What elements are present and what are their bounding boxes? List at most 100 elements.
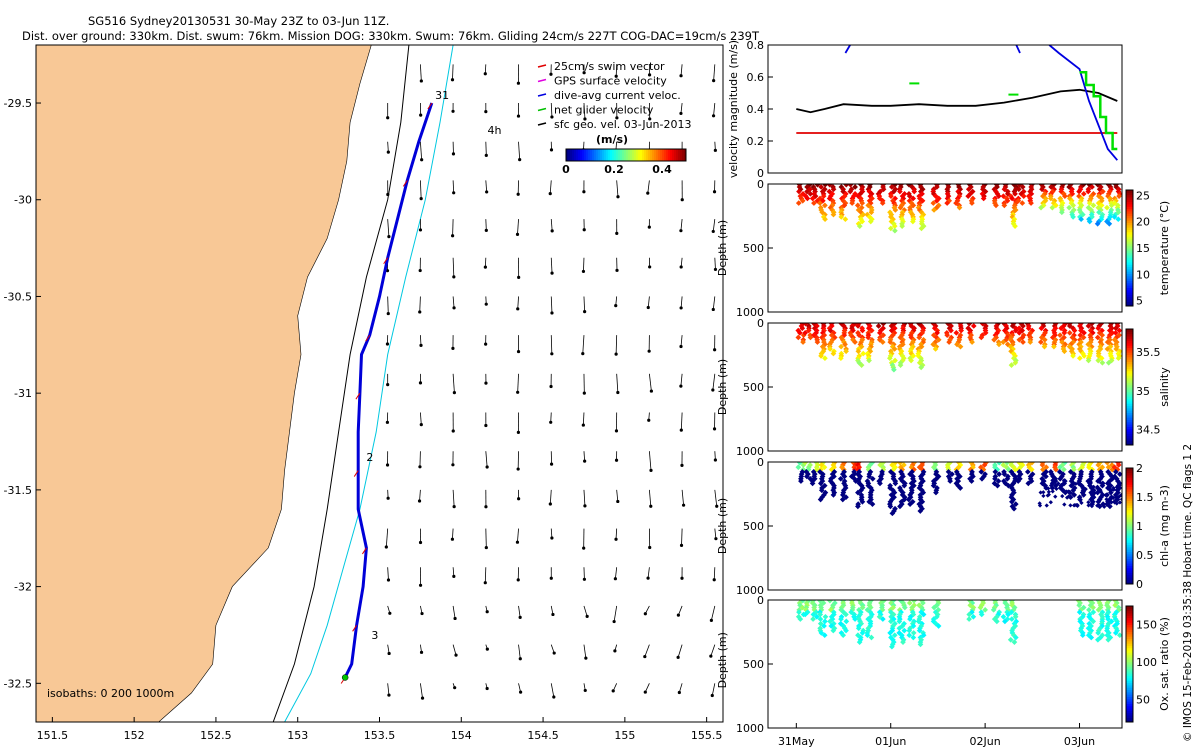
sample-point bbox=[897, 503, 903, 510]
colorbar-frame bbox=[1125, 328, 1134, 446]
colorbar-cell bbox=[684, 149, 687, 161]
colorbar-cell bbox=[1126, 384, 1133, 388]
velocity-arrow-head bbox=[612, 619, 616, 624]
velocity-arrow-head bbox=[643, 612, 647, 616]
colorbar-cell bbox=[1126, 333, 1133, 337]
time-tick-label: 03Jun bbox=[1064, 735, 1095, 748]
velocity-arrow-head bbox=[419, 113, 423, 117]
sample-point bbox=[1104, 204, 1110, 211]
sample-point bbox=[798, 478, 804, 484]
colorbar-cell bbox=[1126, 366, 1133, 369]
colorbar-cell bbox=[1126, 664, 1133, 667]
colorbar-cell bbox=[596, 149, 599, 161]
colorbar-cell bbox=[1126, 581, 1133, 585]
sample-point bbox=[843, 611, 849, 618]
velocity-arrow bbox=[517, 528, 519, 543]
sample-point bbox=[818, 630, 825, 636]
velocity-arrow-head bbox=[418, 310, 422, 314]
sample-point bbox=[906, 193, 913, 199]
velocity-arrow bbox=[680, 335, 683, 347]
colorbar-cell bbox=[1126, 479, 1133, 483]
swim-vector bbox=[355, 392, 361, 400]
sample-point bbox=[1043, 473, 1049, 480]
sample-point bbox=[796, 188, 802, 195]
sample-point bbox=[900, 639, 906, 645]
colorbar-cell bbox=[1126, 400, 1133, 404]
map-x-tick-label: 155 bbox=[614, 729, 635, 742]
velocity-arrow bbox=[582, 412, 585, 426]
colorbar-cell bbox=[1126, 345, 1133, 349]
colorbar-cell bbox=[1126, 500, 1133, 504]
glider-track bbox=[340, 102, 434, 684]
sample-point bbox=[796, 462, 803, 466]
velocity-arrow-head bbox=[485, 686, 489, 691]
sample-point bbox=[1086, 500, 1091, 505]
velocity-arrow-head bbox=[680, 198, 684, 202]
sample-point bbox=[991, 336, 997, 343]
colorbar-cell bbox=[674, 149, 677, 161]
colorbar-cell bbox=[1126, 698, 1133, 702]
colorbar-cell bbox=[1126, 438, 1133, 441]
sample-point bbox=[855, 323, 861, 329]
colorbar-cell bbox=[1126, 624, 1133, 628]
sample-point bbox=[866, 473, 873, 480]
sample-point bbox=[809, 195, 816, 202]
colorbar-cell bbox=[1126, 199, 1133, 203]
velocity-arrow-head bbox=[548, 192, 552, 196]
velocity-arrow-head bbox=[583, 117, 587, 121]
colorbar-tick-label: 1.5 bbox=[1136, 491, 1154, 504]
sample-point bbox=[1078, 498, 1083, 503]
depth-tick-label: 1000 bbox=[736, 306, 764, 319]
track-label: 2 bbox=[366, 451, 373, 464]
depth-axis-label: Depth (m) bbox=[716, 220, 729, 276]
colorbar-cell bbox=[1126, 299, 1133, 302]
sample-point bbox=[880, 323, 887, 327]
legend-swatch bbox=[537, 122, 547, 126]
sample-point bbox=[965, 186, 972, 193]
colorbar-cell bbox=[1126, 329, 1133, 332]
colorbar-cell bbox=[1126, 631, 1133, 635]
sample-point bbox=[944, 200, 950, 206]
velocity-series-line bbox=[796, 88, 1118, 114]
colorbar-cell bbox=[1126, 470, 1133, 474]
velocity-arrow bbox=[452, 373, 455, 393]
sample-point bbox=[1106, 220, 1113, 227]
sample-point bbox=[843, 627, 849, 634]
colorbar-cell bbox=[1126, 382, 1133, 386]
sample-point bbox=[1088, 480, 1093, 485]
colorbar-cell bbox=[626, 149, 629, 161]
colorbar-label: Ox. sat. ratio (%) bbox=[1158, 617, 1171, 711]
colorbar-cell bbox=[1126, 544, 1133, 548]
sample-point bbox=[1015, 478, 1022, 484]
velocity-arrow-head bbox=[712, 427, 717, 431]
colorbar-cell bbox=[1126, 412, 1133, 416]
map-y-tick-label: -30 bbox=[14, 194, 32, 207]
colorbar-cell bbox=[1126, 220, 1133, 223]
velocity-arrow-head bbox=[550, 271, 554, 275]
sample-point bbox=[1001, 202, 1008, 209]
colorbar-cell bbox=[1126, 340, 1133, 344]
velocity-arrow-head bbox=[548, 502, 552, 506]
sample-point bbox=[1037, 501, 1042, 506]
sample-point bbox=[1113, 325, 1119, 332]
chart-subtitle: Dist. over ground: 330km. Dist. swum: 76… bbox=[22, 29, 759, 43]
sample-point bbox=[1112, 330, 1119, 336]
colorbar-cell bbox=[1126, 563, 1133, 566]
colorbar-cell bbox=[1126, 502, 1133, 506]
velocity-arrow-head bbox=[485, 465, 489, 469]
velocity-y-tick-label: 0.8 bbox=[747, 39, 765, 52]
sample-point bbox=[1078, 216, 1084, 223]
sample-point bbox=[1116, 193, 1122, 199]
sample-point bbox=[1089, 323, 1095, 327]
sample-point bbox=[1095, 607, 1102, 613]
velocity-arrow bbox=[710, 644, 716, 657]
velocity-arrow-head bbox=[676, 655, 680, 659]
colorbar-cell bbox=[1126, 301, 1133, 305]
map-y-tick-label: -31 bbox=[14, 387, 32, 400]
velocity-arrow bbox=[387, 683, 390, 696]
velocity-arrow-head bbox=[451, 346, 455, 351]
sample-point bbox=[830, 186, 837, 193]
sample-point bbox=[799, 325, 806, 332]
sample-point bbox=[1057, 475, 1064, 482]
